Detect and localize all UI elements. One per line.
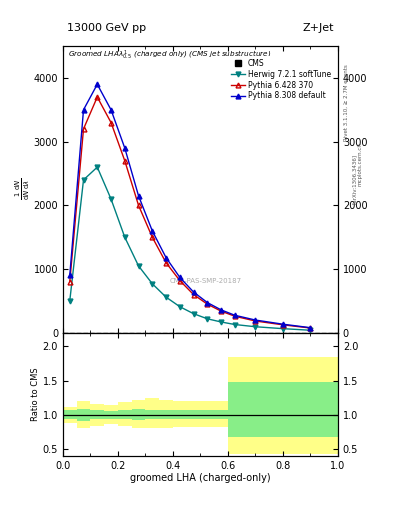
Herwig 7.2.1 softTune (191, 311, 196, 317)
Pythia 8.308 default (123, 145, 127, 151)
Pythia 6.428 370 (108, 119, 114, 125)
Text: [arXiv:1306.3436]: [arXiv:1306.3436] (352, 154, 357, 204)
Pythia 8.308 default (178, 274, 182, 281)
Line: Pythia 6.428 370: Pythia 6.428 370 (67, 95, 313, 330)
Pythia 8.308 default (205, 300, 210, 306)
Legend: CMS, Herwig 7.2.1 softTune, Pythia 6.428 370, Pythia 8.308 default: CMS, Herwig 7.2.1 softTune, Pythia 6.428… (228, 56, 334, 103)
Pythia 6.428 370 (136, 202, 141, 208)
Herwig 7.2.1 softTune (108, 196, 114, 202)
Pythia 8.308 default (68, 272, 72, 279)
Y-axis label: $\frac{1}{\mathrm{d}N}\frac{\mathrm{d}N}{\mathrm{d}\lambda}$: $\frac{1}{\mathrm{d}N}\frac{\mathrm{d}N}… (14, 178, 32, 201)
Pythia 6.428 370 (123, 158, 127, 164)
Pythia 8.308 default (136, 193, 141, 199)
Pythia 6.428 370 (253, 318, 258, 324)
Pythia 8.308 default (95, 81, 100, 88)
Pythia 8.308 default (308, 325, 313, 331)
Pythia 6.428 370 (178, 278, 182, 284)
Pythia 6.428 370 (219, 308, 223, 314)
Herwig 7.2.1 softTune (164, 294, 169, 300)
Herwig 7.2.1 softTune (308, 327, 313, 333)
Pythia 6.428 370 (68, 279, 72, 285)
Text: mcplots.cern.ch: mcplots.cern.ch (358, 142, 363, 186)
Herwig 7.2.1 softTune (281, 326, 285, 332)
Pythia 6.428 370 (233, 313, 237, 319)
Herwig 7.2.1 softTune (123, 234, 127, 240)
Pythia 8.308 default (191, 289, 196, 295)
Text: Groomed LHA$\lambda^1_{0.5}$ (charged only) (CMS jet substructure): Groomed LHA$\lambda^1_{0.5}$ (charged on… (68, 49, 272, 62)
Herwig 7.2.1 softTune (81, 177, 86, 183)
Pythia 8.308 default (233, 312, 237, 318)
Pythia 6.428 370 (81, 126, 86, 132)
Pythia 8.308 default (164, 254, 169, 261)
Herwig 7.2.1 softTune (136, 263, 141, 269)
Pythia 6.428 370 (308, 325, 313, 331)
Pythia 8.308 default (108, 106, 114, 113)
Line: Pythia 8.308 default: Pythia 8.308 default (67, 82, 313, 330)
Text: 13000 GeV pp: 13000 GeV pp (67, 23, 146, 33)
Pythia 6.428 370 (205, 301, 210, 307)
Pythia 6.428 370 (150, 234, 155, 240)
Herwig 7.2.1 softTune (95, 164, 100, 170)
Herwig 7.2.1 softTune (219, 319, 223, 325)
Herwig 7.2.1 softTune (233, 322, 237, 328)
Pythia 8.308 default (219, 307, 223, 313)
Pythia 8.308 default (281, 321, 285, 327)
Pythia 6.428 370 (164, 260, 169, 266)
Text: Rivet 3.1.10, ≥ 2.7M events: Rivet 3.1.10, ≥ 2.7M events (344, 64, 349, 141)
Pythia 8.308 default (81, 106, 86, 113)
Line: Herwig 7.2.1 softTune: Herwig 7.2.1 softTune (67, 165, 313, 333)
Herwig 7.2.1 softTune (205, 316, 210, 322)
Herwig 7.2.1 softTune (178, 304, 182, 310)
X-axis label: groomed LHA (charged-only): groomed LHA (charged-only) (130, 473, 271, 483)
Pythia 6.428 370 (281, 322, 285, 328)
Herwig 7.2.1 softTune (150, 281, 155, 287)
Herwig 7.2.1 softTune (253, 324, 258, 330)
Y-axis label: Ratio to CMS: Ratio to CMS (31, 368, 40, 421)
Herwig 7.2.1 softTune (68, 298, 72, 304)
Pythia 6.428 370 (95, 94, 100, 100)
Pythia 6.428 370 (191, 291, 196, 297)
Pythia 8.308 default (150, 228, 155, 234)
Text: Z+Jet: Z+Jet (303, 23, 334, 33)
Text: CMS-PAS-SMP-20187: CMS-PAS-SMP-20187 (170, 278, 242, 284)
Pythia 8.308 default (253, 317, 258, 323)
